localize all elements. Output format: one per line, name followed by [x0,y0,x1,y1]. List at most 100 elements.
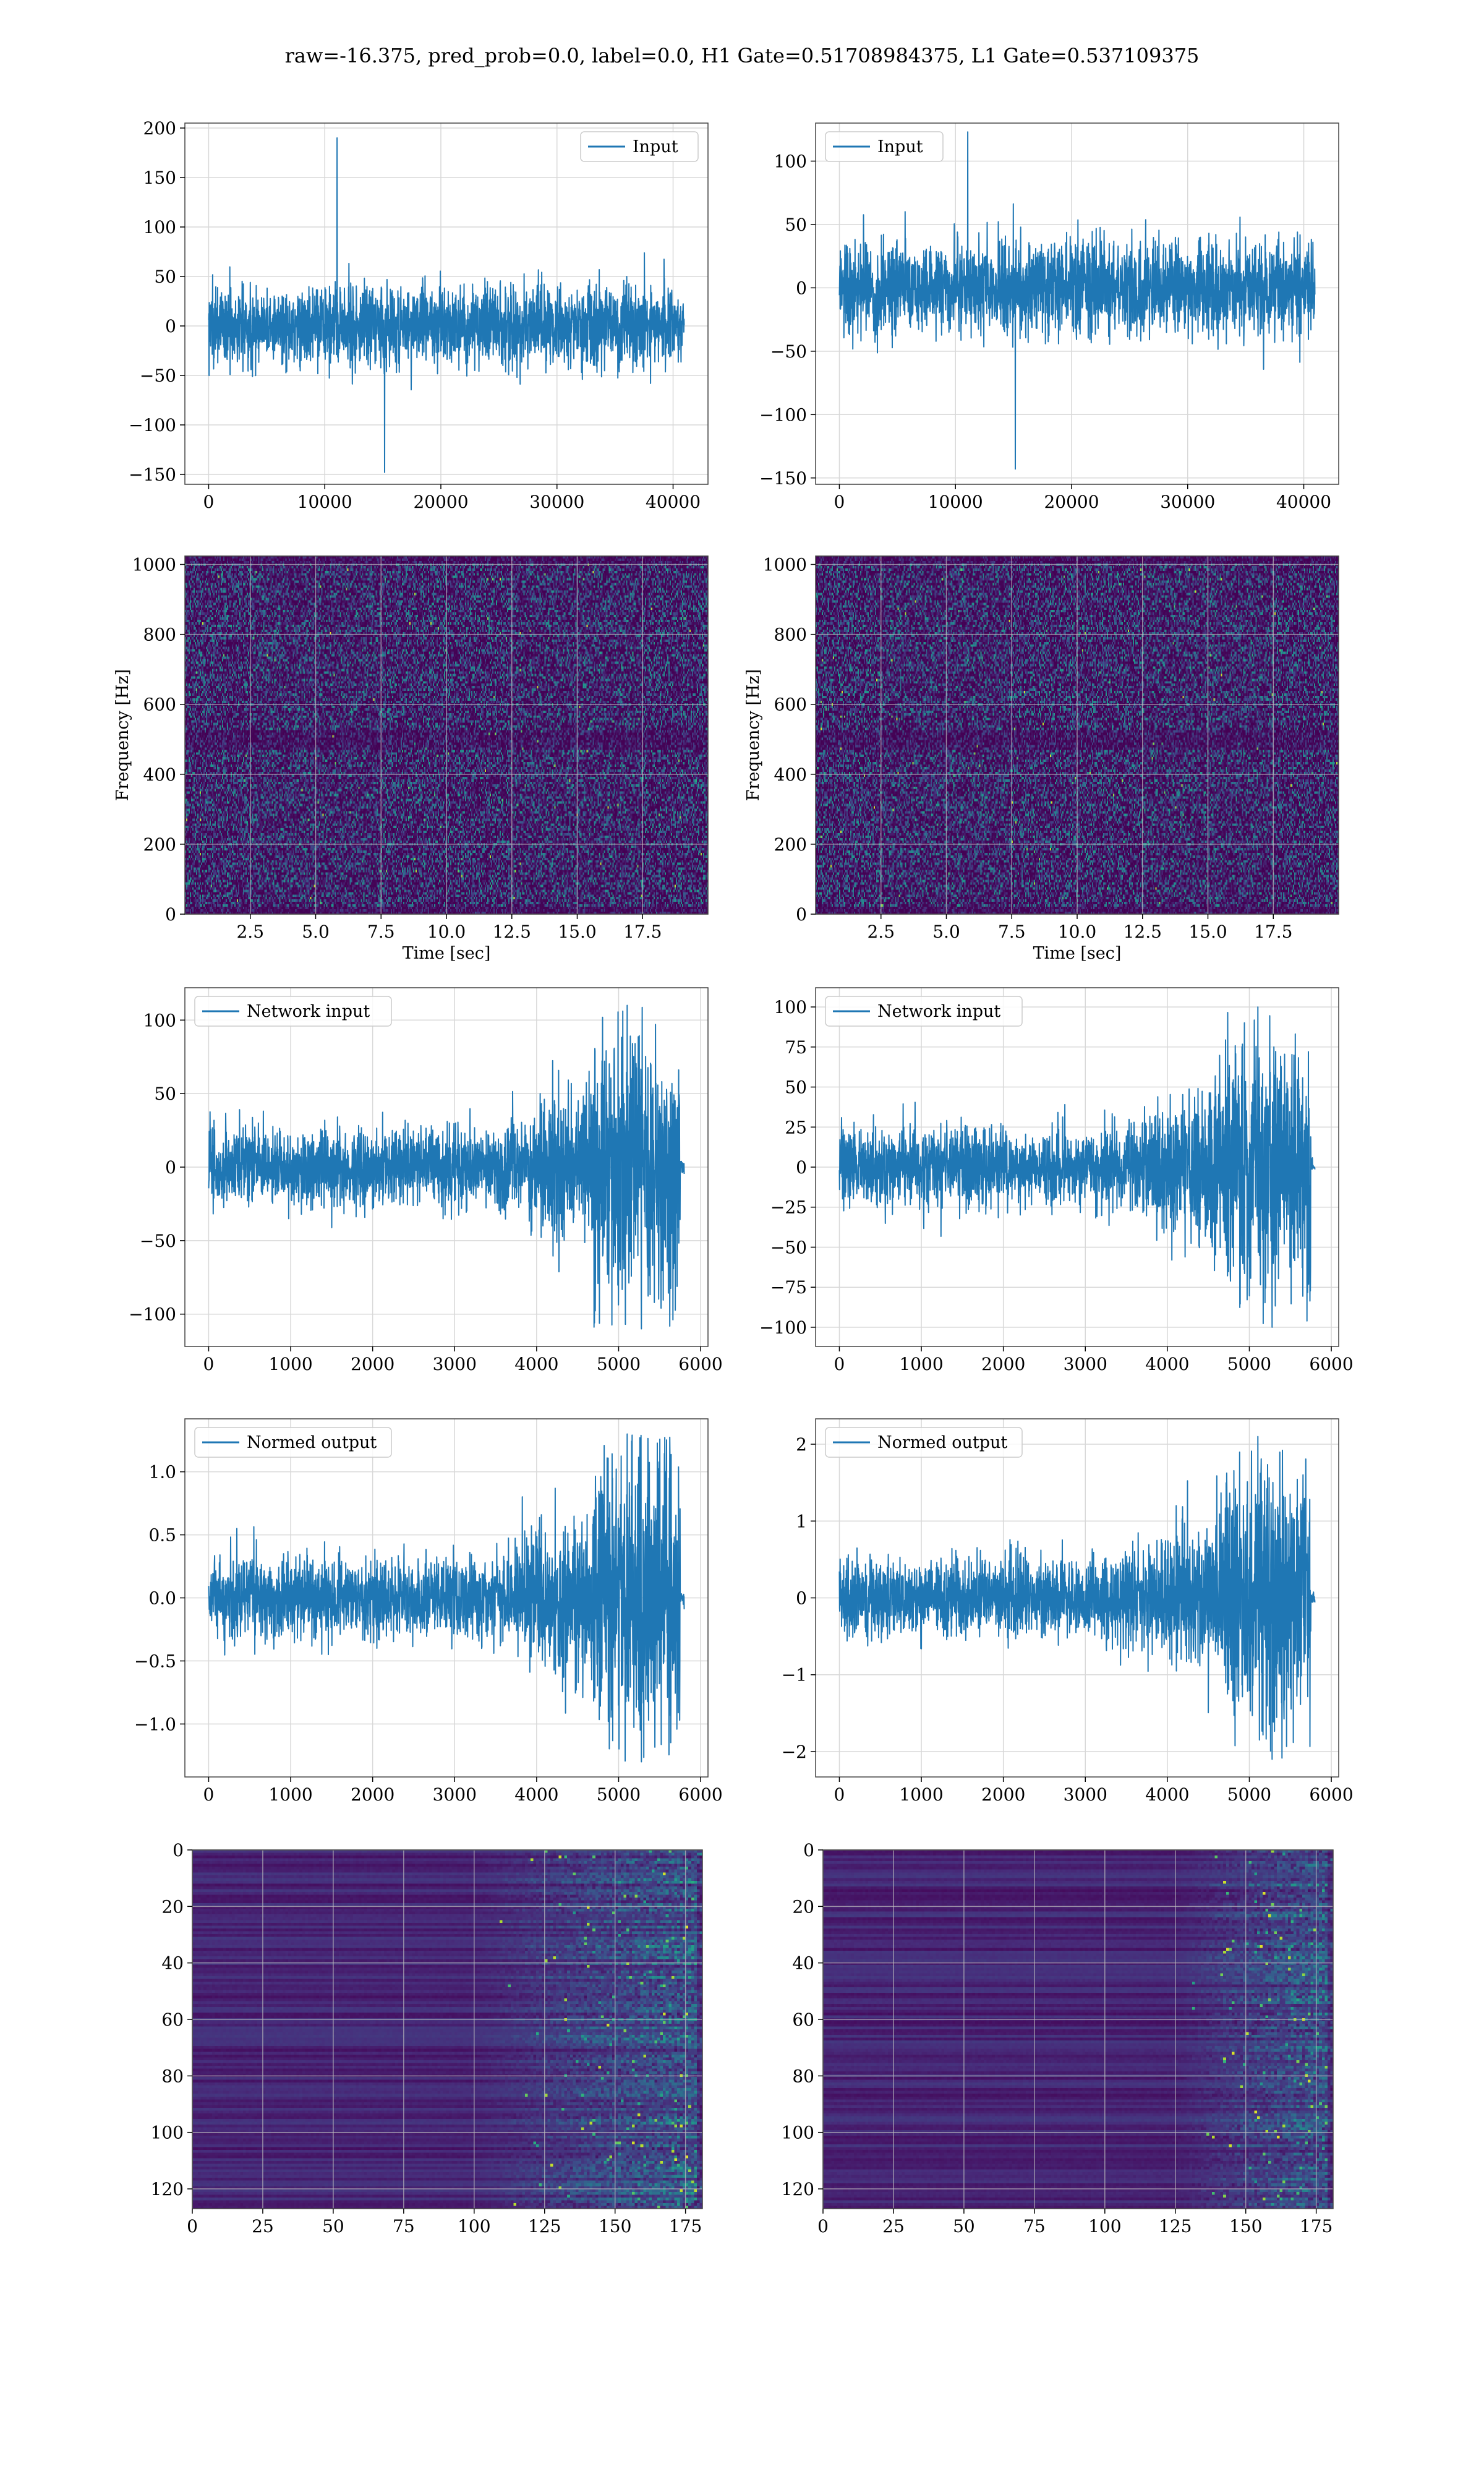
l1-network-input-legend-label: Network input [877,1002,1000,1021]
l1-feature-map-ytick-label-2: 40 [792,1953,814,1974]
h1-feature-map-xtick-label-1: 25 [252,2216,274,2236]
l1-normed-output-ytick-label-3: 1 [796,1511,807,1531]
h1-spectrogram-panel: 2.5 5.0 7.5 10.0 12.5 15.0 17.5 0 200 400 600 800 10… [113,555,709,963]
l1-input-xtick-label-2: 20000 [1044,492,1099,512]
l1-spectrogram-ytick-label-0: 0 [796,904,807,925]
h1-input-panel: Input 0 10000 20000 30000 40000 −150 −100 −50 0 50… [129,118,709,512]
l1-feature-map-xtick-label-7: 175 [1300,2216,1333,2236]
l1-input-legend: Input [825,131,944,162]
h1-feature-map-ytick-label-2: 40 [161,1953,184,1974]
l1-feature-map-ytick-label-6: 120 [782,2179,814,2199]
h1-input-xtick-label-2: 20000 [413,492,468,512]
h1-input-legend: Input [580,131,699,162]
h1-network-input-legend-label: Network input [247,1002,370,1021]
l1-spectrogram-xtick-label-1: 5.0 [932,922,960,942]
l1-network-input-ytick-label-1: −75 [770,1277,807,1298]
l1-input-series-line [838,131,1316,470]
h1-spectrogram-xtick-label-4: 12.5 [493,922,531,942]
h1-network-input-ytick-label-3: 50 [154,1084,176,1104]
l1-input-ytick-label-3: 0 [796,278,807,298]
l1-input-ytick-label-1: −100 [759,404,807,425]
h1-feature-map-ytick-label-4: 80 [161,2066,184,2086]
l1-input-axes-frame [815,122,1339,485]
h1-normed-output-ytick-label-2: 0.0 [148,1588,176,1609]
l1-spectrogram-ytick-label-5: 1000 [763,555,807,575]
h1-input-xtick-label-0: 0 [203,492,215,512]
h1-spectrogram-xtick-label-5: 15.0 [558,922,596,942]
h1-feature-map-xtick-label-2: 50 [322,2216,344,2236]
l1-feature-map-xtick-label-6: 150 [1229,2216,1262,2236]
l1-network-input-xtick-label-2: 2000 [981,1354,1025,1374]
h1-network-input-xtick-label-0: 0 [203,1354,215,1374]
h1-spectrogram-ylabel: Frequency [Hz] [113,669,132,801]
l1-network-input-series-line [838,1006,1316,1328]
h1-input-ytick-label-5: 100 [143,217,176,238]
h1-spectrogram-xtick-label-2: 7.5 [367,922,395,942]
h1-spectrogram-ytick-label-4: 800 [143,625,176,645]
h1-normed-output-ytick-label-4: 1.0 [148,1462,176,1483]
l1-input-xtick-label-4: 40000 [1276,492,1331,512]
h1-network-input-ytick-label-4: 100 [143,1010,176,1030]
l1-input-legend-box [825,131,944,162]
l1-normed-output-panel: Normed output 0 1000 2000 3000 4000 5000 6000 −2… [782,1418,1354,1805]
h1-normed-output-legend: Normed output [194,1427,392,1458]
l1-network-input-ytick-label-4: 0 [796,1157,807,1178]
h1-network-input-xtick-label-6: 6000 [678,1354,722,1374]
h1-spectrogram-xtick-label-6: 17.5 [623,922,662,942]
l1-network-input-ytick-label-6: 50 [785,1077,807,1098]
l1-spectrogram-panel: 2.5 5.0 7.5 10.0 12.5 15.0 17.5 0 200 400 600 800 10… [744,555,1339,963]
l1-feature-map-ytick-label-3: 60 [792,2010,814,2030]
h1-input-ytick-label-2: −50 [140,366,176,386]
l1-input-ytick-label-4: 50 [785,215,807,235]
h1-normed-output-series-line [208,1433,685,1763]
h1-input-ytick-label-7: 200 [143,118,176,139]
l1-spectrogram-ytick-label-1: 200 [774,834,807,855]
h1-input-ytick-label-6: 150 [143,168,176,188]
h1-feature-map-ytick-label-1: 20 [161,1896,184,1917]
l1-normed-output-ytick-label-4: 2 [796,1434,807,1455]
h1-spectrogram-ytick-label-0: 0 [165,904,176,925]
h1-network-input-series-line [208,1004,685,1330]
l1-spectrogram-xlabel: Time [sec] [1033,944,1122,963]
l1-feature-map-xtick-label-1: 25 [882,2216,905,2236]
l1-network-input-ytick-label-5: 25 [785,1117,807,1137]
l1-feature-map-ytick-label-0: 0 [803,1840,814,1860]
h1-feature-map-ytick-label-0: 0 [173,1840,184,1860]
h1-network-input-xtick-label-1: 1000 [268,1354,312,1374]
h1-input-axes-frame [184,122,709,485]
l1-normed-output-series-line [838,1436,1316,1760]
l1-normed-output-ytick-label-0: −2 [782,1742,807,1762]
l1-network-input-ytick-label-3: −25 [770,1197,807,1218]
h1-network-input-ytick-label-2: 0 [165,1157,176,1178]
l1-feature-map-xtick-label-5: 125 [1159,2216,1192,2236]
h1-input-xtick-label-4: 40000 [646,492,701,512]
l1-normed-output-ytick-label-2: 0 [796,1588,807,1609]
h1-normed-output-legend-box [194,1427,392,1458]
h1-spectrogram-ytick-label-1: 200 [143,834,176,855]
l1-feature-map-panel: 0 25 50 75 100 125 150 175 0 20 40 60 80 100 120 [782,1840,1334,2236]
h1-normed-output-xtick-label-0: 0 [203,1784,215,1805]
l1-input-legend-label: Input [877,137,923,156]
h1-feature-map-xtick-label-5: 125 [528,2216,561,2236]
h1-feature-map-xtick-label-3: 75 [393,2216,415,2236]
h1-input-xtick-label-1: 10000 [297,492,352,512]
h1-network-input-legend: Network input [194,996,392,1027]
h1-normed-output-xtick-label-3: 3000 [433,1784,477,1805]
h1-normed-output-ytick-label-3: 0.5 [148,1525,176,1546]
h1-input-ytick-label-0: −150 [129,464,176,485]
h1-normed-output-ytick-label-0: −1.0 [134,1714,176,1734]
h1-spectrogram-ytick-label-2: 400 [143,764,176,785]
l1-spectrogram-xtick-label-0: 2.5 [867,922,895,942]
l1-normed-output-xtick-label-6: 6000 [1309,1784,1353,1805]
h1-normed-output-ytick-label-1: −0.5 [134,1651,176,1671]
h1-spectrogram-xtick-label-0: 2.5 [236,922,264,942]
l1-normed-output-legend: Normed output [825,1427,1023,1458]
l1-spectrogram-ylabel: Frequency [Hz] [744,669,763,801]
l1-input-panel: Input 0 10000 20000 30000 40000 −150 −100 −50 0 50… [759,122,1339,512]
l1-normed-output-legend-box [825,1427,1023,1458]
h1-feature-map-xtick-label-0: 0 [187,2216,198,2236]
h1-feature-map-xtick-label-6: 150 [599,2216,631,2236]
l1-spectrogram-xtick-label-6: 17.5 [1254,922,1292,942]
l1-spectrogram-xtick-label-5: 15.0 [1188,922,1227,942]
